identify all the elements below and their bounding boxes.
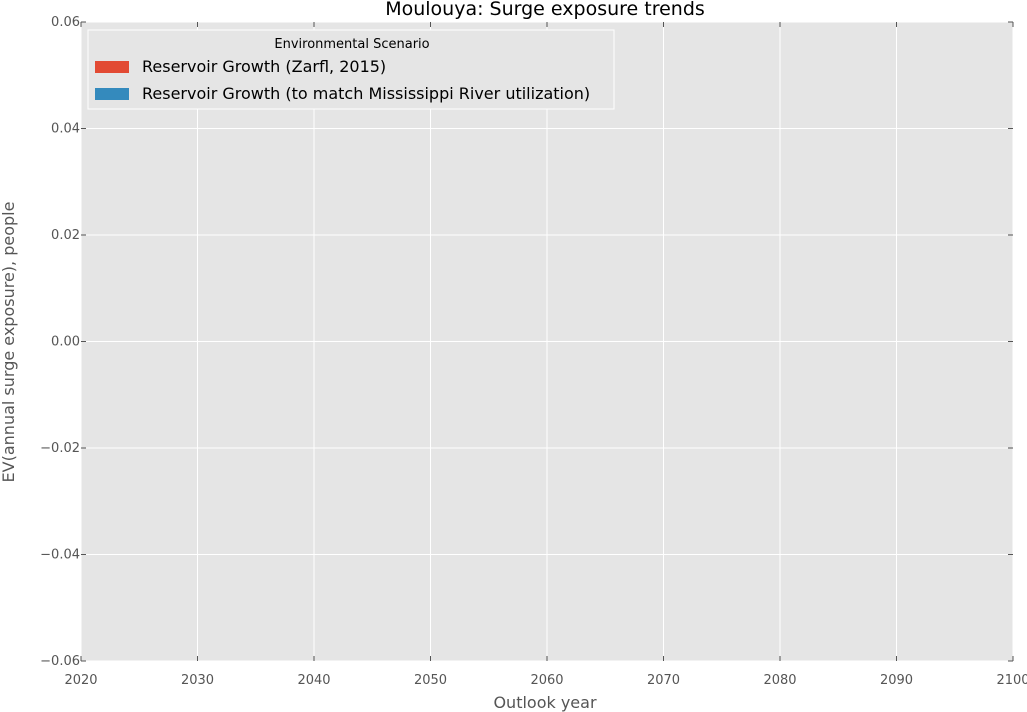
legend: Environmental Scenario Reservoir Growth … bbox=[87, 29, 615, 110]
legend-entry-mississippi: Reservoir Growth (to match Mississippi R… bbox=[142, 84, 590, 103]
legend-swatch-mississippi bbox=[95, 88, 129, 100]
y-tick-label: 0.02 bbox=[51, 228, 80, 243]
y-axis-label: EV(annual surge exposure), people bbox=[0, 202, 18, 483]
x-tick-labels: 2020 2030 2040 2050 2060 2070 2080 2090 2100 bbox=[64, 673, 1027, 688]
x-tick-label: 2060 bbox=[530, 673, 563, 688]
y-tick-label: 0.00 bbox=[51, 335, 80, 350]
x-tick-label: 2100 bbox=[996, 673, 1027, 688]
y-tick-label: −0.06 bbox=[40, 654, 80, 669]
legend-entry-zarfl: Reservoir Growth (Zarfl, 2015) bbox=[142, 57, 386, 76]
y-tick-label: −0.04 bbox=[40, 548, 80, 563]
x-tick-label: 2090 bbox=[880, 673, 913, 688]
legend-title: Environmental Scenario bbox=[274, 37, 429, 52]
y-tick-label: −0.02 bbox=[40, 441, 80, 456]
y-tick-label: 0.04 bbox=[51, 122, 80, 137]
legend-box bbox=[87, 29, 615, 110]
tick-marks bbox=[80, 21, 1014, 662]
x-tick-label: 2030 bbox=[181, 673, 214, 688]
legend-swatch-zarfl bbox=[95, 61, 129, 73]
x-tick-label: 2020 bbox=[64, 673, 97, 688]
x-axis-label: Outlook year bbox=[493, 693, 597, 712]
x-tick-label: 2080 bbox=[763, 673, 796, 688]
x-tick-label: 2040 bbox=[297, 673, 330, 688]
chart-title: Moulouya: Surge exposure trends bbox=[385, 0, 705, 20]
x-tick-label: 2050 bbox=[414, 673, 447, 688]
y-tick-label: 0.06 bbox=[51, 15, 80, 30]
y-tick-labels: −0.06 −0.04 −0.02 0.00 0.02 0.04 0.06 bbox=[40, 15, 80, 669]
x-tick-label: 2070 bbox=[647, 673, 680, 688]
